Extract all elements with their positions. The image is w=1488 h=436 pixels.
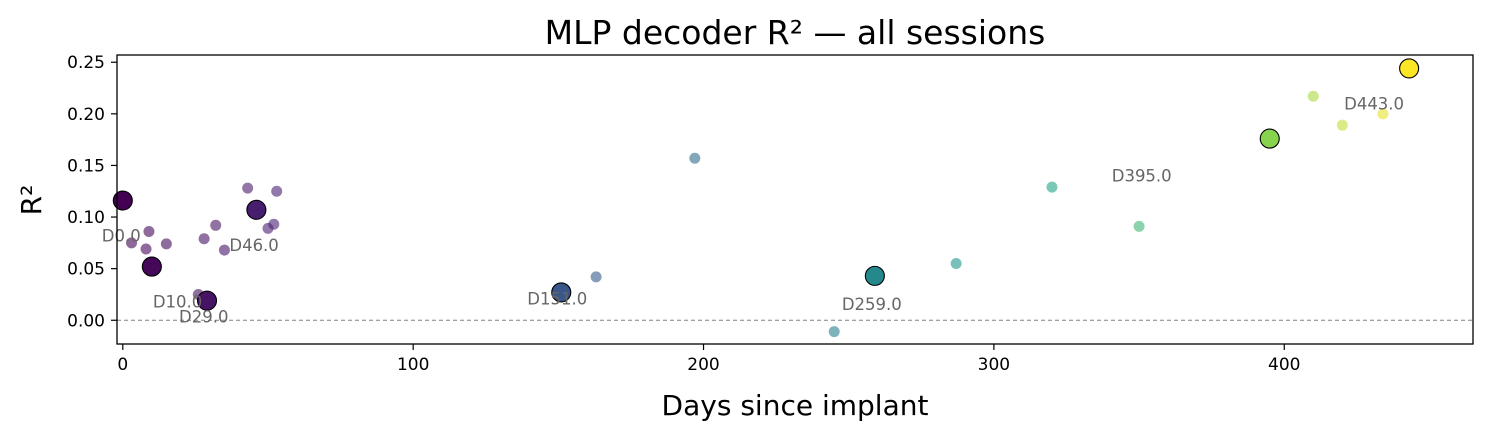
data-point: [1046, 181, 1058, 193]
x-tick-label: 100: [397, 355, 429, 375]
y-tick-label: 0.05: [67, 260, 105, 280]
point-annotation: D29.0: [179, 308, 228, 327]
y-tick-label: 0.10: [67, 208, 105, 228]
y-tick-label: 0.25: [67, 53, 105, 73]
point-annotation: D259.0: [842, 295, 902, 314]
data-point: [1307, 90, 1319, 102]
data-point: [210, 219, 222, 231]
highlighted-point: [1259, 128, 1280, 149]
data-point: [268, 218, 280, 230]
y-axis: 0.00 0.05 0.10 0.15 0.20 0.25: [67, 53, 117, 331]
point-annotation: D443.0: [1344, 94, 1404, 113]
highlighted-point: [864, 265, 885, 286]
highlighted-point: [112, 190, 133, 211]
y-axis-label: R²: [15, 185, 48, 216]
x-axis: 0 100 200 300 400: [117, 344, 1300, 375]
highlighted-point: [551, 282, 572, 303]
data-point: [1133, 220, 1145, 232]
highlighted-point: [1399, 58, 1420, 79]
x-axis-label: Days since implant: [662, 389, 929, 422]
point-annotation: D0.0: [102, 227, 141, 246]
y-tick-label: 0.15: [67, 156, 105, 176]
data-point: [590, 271, 602, 283]
data-point: [126, 237, 138, 249]
x-tick-label: 0: [117, 355, 128, 375]
x-tick-label: 200: [687, 355, 719, 375]
chart-title: MLP decoder R² — all sessions: [545, 13, 1046, 52]
data-point: [950, 257, 962, 269]
data-point: [689, 152, 701, 164]
data-point: [271, 185, 283, 197]
point-annotation: D10.0: [153, 293, 202, 312]
data-point: [242, 182, 254, 194]
x-tick-label: 300: [978, 355, 1010, 375]
data-point: [198, 233, 210, 245]
data-point: [828, 326, 840, 338]
plot-frame: [116, 54, 1474, 345]
data-point: [143, 225, 155, 237]
data-point: [1377, 108, 1389, 120]
y-tick-label: 0.00: [67, 311, 105, 331]
y-tick-label: 0.20: [67, 105, 105, 125]
data-point: [218, 244, 230, 256]
data-point: [1336, 119, 1348, 131]
data-point: [140, 243, 152, 255]
point-annotation: D46.0: [229, 236, 278, 255]
highlighted-point: [141, 256, 162, 277]
point-annotation: D395.0: [1112, 167, 1172, 186]
point-annotation: D151.0: [527, 289, 587, 308]
data-point: [160, 238, 172, 250]
x-tick-label: 400: [1268, 355, 1300, 375]
highlighted-point: [246, 199, 267, 220]
highlighted-point: [196, 290, 218, 311]
